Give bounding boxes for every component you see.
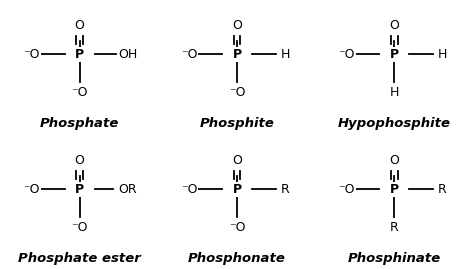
Text: ⁻O: ⁻O — [229, 221, 245, 234]
Text: P: P — [75, 183, 84, 196]
Text: O: O — [75, 154, 84, 167]
Text: ⁻O: ⁻O — [338, 183, 355, 196]
Text: Hypophosphite: Hypophosphite — [338, 117, 451, 130]
Text: H: H — [280, 48, 290, 61]
Text: Phosphate ester: Phosphate ester — [18, 252, 141, 265]
Text: ⁻O: ⁻O — [72, 86, 88, 99]
Text: R: R — [438, 183, 447, 196]
Text: Phosphite: Phosphite — [200, 117, 274, 130]
Text: O: O — [232, 19, 242, 32]
Text: P: P — [390, 48, 399, 61]
Text: O: O — [390, 19, 399, 32]
Text: ⁻O: ⁻O — [23, 183, 40, 196]
Text: O: O — [390, 154, 399, 167]
Text: ⁻O: ⁻O — [229, 86, 245, 99]
Text: H: H — [438, 48, 447, 61]
Text: O: O — [232, 154, 242, 167]
Text: R: R — [281, 183, 289, 196]
Text: P: P — [390, 183, 399, 196]
Text: Phosphate: Phosphate — [40, 117, 119, 130]
Text: Phosphonate: Phosphonate — [188, 252, 286, 265]
Text: H: H — [390, 86, 399, 99]
Text: OR: OR — [118, 183, 137, 196]
Text: ⁻O: ⁻O — [181, 183, 197, 196]
Text: ⁻O: ⁻O — [338, 48, 355, 61]
Text: P: P — [232, 183, 242, 196]
Text: ⁻O: ⁻O — [23, 48, 40, 61]
Text: ⁻O: ⁻O — [72, 221, 88, 234]
Text: OH: OH — [118, 48, 137, 61]
Text: R: R — [390, 221, 399, 234]
Text: Phosphinate: Phosphinate — [348, 252, 441, 265]
Text: P: P — [75, 48, 84, 61]
Text: ⁻O: ⁻O — [181, 48, 197, 61]
Text: P: P — [232, 48, 242, 61]
Text: O: O — [75, 19, 84, 32]
